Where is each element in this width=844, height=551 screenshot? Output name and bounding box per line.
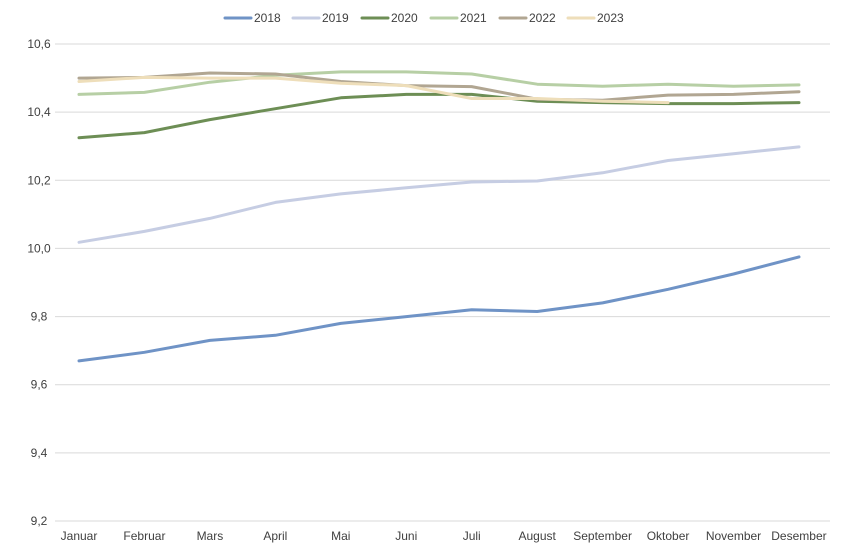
legend-label: 2019	[322, 11, 349, 25]
y-tick-label: 9,6	[31, 378, 48, 392]
legend-label: 2023	[597, 11, 624, 25]
legend-label: 2020	[391, 11, 418, 25]
x-tick-label: September	[573, 529, 632, 543]
series-line-2022	[77, 71, 801, 102]
legend-item-2018[interactable]: 2018	[223, 11, 281, 25]
x-tick-label: Mars	[197, 529, 224, 543]
x-tick-label: Januar	[61, 529, 98, 543]
series-line-2023	[77, 75, 670, 105]
legend-item-2023[interactable]: 2023	[566, 11, 624, 25]
x-tick-label: Februar	[123, 529, 165, 543]
y-tick-label: 9,4	[31, 446, 48, 460]
x-tick-label: Juni	[395, 529, 417, 543]
x-tick-label: November	[706, 529, 761, 543]
x-tick-label: August	[518, 529, 556, 543]
legend-label: 2022	[529, 11, 556, 25]
series-line-2020	[77, 92, 801, 140]
legend-label: 2021	[460, 11, 487, 25]
legend-item-2022[interactable]: 2022	[498, 11, 556, 25]
gridlines	[55, 43, 830, 522]
y-tick-label: 9,8	[31, 310, 48, 324]
y-tick-label: 9,2	[31, 514, 48, 528]
y-tick-label: 10,6	[27, 37, 51, 51]
y-tick-label: 10,4	[27, 105, 51, 119]
y-tick-label: 10,2	[27, 173, 51, 187]
y-axis-tick-labels: 9,2 9,4 9,6 9,8 10,0 10,2 10,4 10,6	[27, 37, 51, 528]
series-line-2018	[77, 255, 801, 363]
y-tick-label: 10,0	[27, 241, 51, 255]
legend-item-2021[interactable]: 2021	[429, 11, 487, 25]
series-lines	[77, 70, 801, 363]
legend-label: 2018	[254, 11, 281, 25]
x-tick-label: Desember	[771, 529, 826, 543]
x-tick-label: Mai	[331, 529, 350, 543]
legend-item-2019[interactable]: 2019	[291, 11, 349, 25]
series-line-2019	[77, 145, 801, 244]
legend-item-2020[interactable]: 2020	[360, 11, 418, 25]
series-line-2021	[77, 70, 801, 96]
x-tick-label: Oktober	[647, 529, 690, 543]
x-tick-label: Juli	[463, 529, 481, 543]
legend: 2018 2019 2020 2021 2022 2023	[223, 11, 624, 25]
x-axis-tick-labels: Januar Februar Mars April Mai Juni Juli August S…	[61, 529, 827, 543]
x-tick-label: April	[263, 529, 287, 543]
